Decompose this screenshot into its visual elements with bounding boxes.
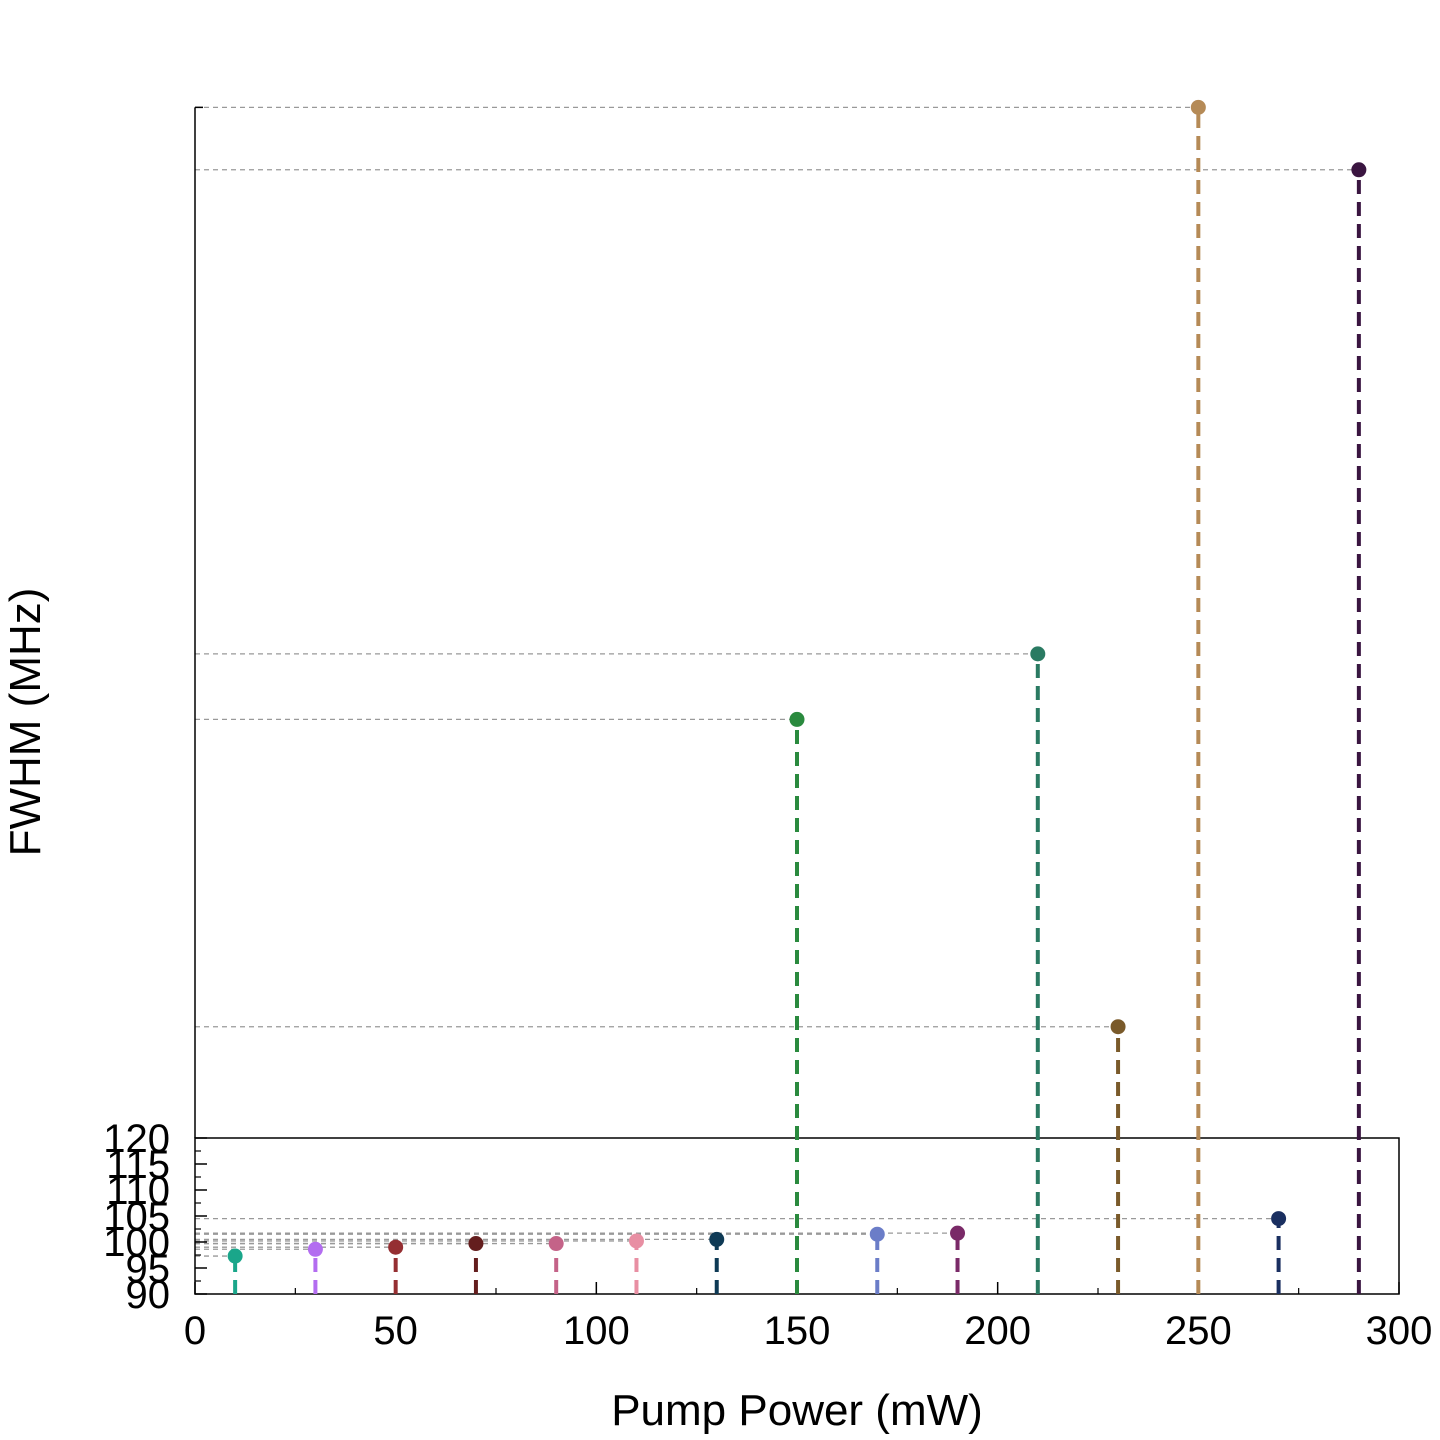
- marker-5: [628, 1233, 644, 1249]
- marker-7: [789, 711, 805, 727]
- y-tick-label-4: 110: [106, 1169, 170, 1213]
- marker-2: [388, 1239, 404, 1255]
- x-tick-label-4: 200: [964, 1309, 1031, 1353]
- y-tick-label-0: 90: [126, 1273, 171, 1317]
- x-tick-label-3: 150: [764, 1309, 831, 1353]
- markers: [227, 99, 1367, 1264]
- x-axis-label: Pump Power (mW): [611, 1386, 983, 1435]
- marker-11: [1110, 1019, 1126, 1035]
- marker-14: [1351, 162, 1367, 178]
- y-tick-label-1: 95: [126, 1247, 171, 1291]
- x-tick-label-2: 100: [563, 1309, 630, 1353]
- marker-4: [548, 1236, 564, 1252]
- stems: [233, 107, 1361, 1294]
- marker-6: [709, 1231, 725, 1247]
- marker-0: [227, 1248, 243, 1264]
- marker-13: [1271, 1211, 1287, 1227]
- x-tick-label-6: 300: [1366, 1309, 1433, 1353]
- x-tick-label-0: 0: [184, 1309, 206, 1353]
- marker-9: [950, 1225, 966, 1241]
- marker-3: [468, 1236, 484, 1252]
- x-tick-label-5: 250: [1165, 1309, 1232, 1353]
- marker-10: [1030, 646, 1046, 662]
- guide-lines: [195, 106, 1359, 1257]
- marker-8: [869, 1226, 885, 1242]
- y-tick-label-2: 100: [103, 1221, 170, 1265]
- marker-1: [307, 1241, 323, 1257]
- x-tick-labels: 0 50 100 150 200 250 300: [184, 1309, 1433, 1353]
- y-tick-label-5: 115: [106, 1143, 170, 1187]
- y-tick-label-3: 105: [103, 1195, 170, 1239]
- y-axis-label: FWHM (MHz): [1, 588, 50, 857]
- x-tick-label-1: 50: [373, 1309, 418, 1353]
- marker-12: [1190, 99, 1206, 115]
- y-tick-label-6: 120: [103, 1117, 170, 1161]
